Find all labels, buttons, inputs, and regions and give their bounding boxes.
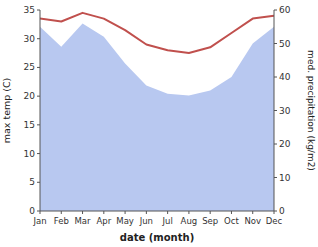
x-tick-label: Mar	[75, 216, 92, 226]
x-tick	[274, 211, 275, 214]
y-axis-line	[40, 10, 41, 211]
y2-tick	[274, 10, 277, 11]
x-tick	[61, 211, 62, 214]
y2-tick	[274, 177, 277, 178]
y2-tick-label: 40	[279, 72, 291, 82]
y-tick-label: 0	[29, 206, 35, 216]
y2-tick-label: 10	[279, 173, 291, 183]
chart: 0 5 10 15 20 25 30 35 0 10 20 30 40 50 60 Jan Feb Mar Apr M…	[0, 0, 318, 247]
y-tick-label: 30	[24, 34, 36, 44]
y2-tick	[274, 77, 277, 78]
x-tick-label: Sep	[202, 216, 218, 226]
marks	[40, 13, 274, 211]
area	[40, 23, 274, 211]
y2-tick-label: 60	[279, 5, 291, 15]
x-tick-label: Apr	[96, 216, 111, 226]
y-tick	[37, 67, 40, 68]
x-tick-label: Jun	[139, 216, 153, 226]
x-tick	[82, 211, 83, 214]
y-tick-label: 35	[24, 5, 35, 15]
x-tick-label: Nov	[244, 216, 261, 226]
x-tick	[210, 211, 211, 214]
y2-tick-label: 0	[279, 206, 285, 216]
x-tick	[40, 211, 41, 214]
y2-tick-label: 30	[279, 106, 291, 116]
x-tick-label: Aug	[181, 216, 198, 226]
x-tick	[125, 211, 126, 214]
y-tick	[37, 38, 40, 39]
x-tick-label: Jan	[32, 216, 46, 226]
y-tick-label: 20	[24, 91, 36, 101]
y-tick	[37, 96, 40, 97]
x-axis-line	[40, 211, 274, 212]
y-tick-label: 10	[24, 149, 36, 159]
y2-tick	[274, 110, 277, 111]
y-tick	[37, 153, 40, 154]
y-tick-label: 25	[24, 62, 35, 72]
y-tick-label: 15	[24, 120, 35, 130]
x-tick	[146, 211, 147, 214]
x-tick	[103, 211, 104, 214]
x-tick	[231, 211, 232, 214]
y2-tick-label: 50	[279, 39, 291, 49]
x-axis-title: date (month)	[120, 232, 194, 243]
y2-tick-label: 20	[279, 139, 291, 149]
y2-tick	[274, 43, 277, 44]
x-tick-label: Dec	[266, 216, 283, 226]
x-tick	[188, 211, 189, 214]
line	[40, 13, 274, 53]
y-tick	[37, 124, 40, 125]
y-axis-title: max temp (C)	[1, 78, 12, 144]
y-tick	[37, 182, 40, 183]
y2-axis-title: med. precipitation (kg/m2)	[306, 50, 316, 171]
x-tick-label: May	[116, 216, 134, 226]
y-tick	[37, 10, 40, 11]
x-tick	[167, 211, 168, 214]
x-tick	[252, 211, 253, 214]
x-tick-label: Oct	[224, 216, 239, 226]
y2-tick	[274, 144, 277, 145]
x-tick-label: Feb	[54, 216, 69, 226]
x-tick-label: Jul	[162, 216, 173, 226]
y-tick-label: 5	[29, 177, 35, 187]
